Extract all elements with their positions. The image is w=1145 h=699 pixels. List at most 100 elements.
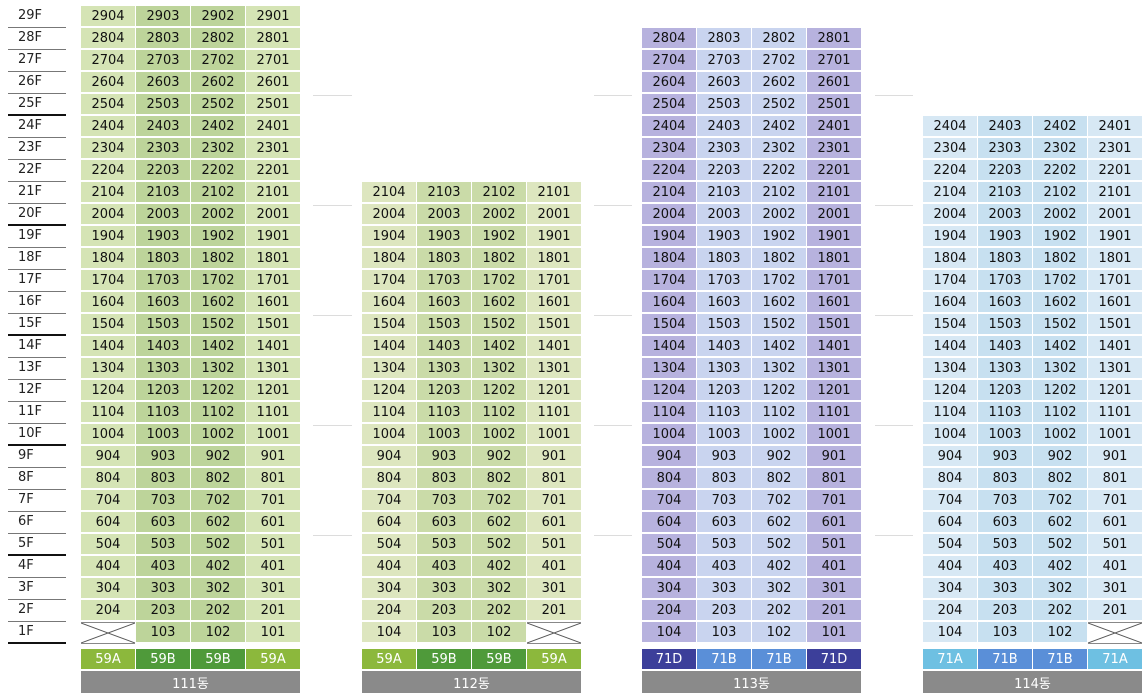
unit-cell[interactable]: 2002: [1033, 204, 1087, 224]
unit-cell[interactable]: 2203: [978, 160, 1032, 180]
unit-cell[interactable]: 1703: [978, 270, 1032, 290]
unit-cell[interactable]: 1504: [642, 314, 696, 334]
unit-cell[interactable]: 603: [978, 512, 1032, 532]
unit-cell[interactable]: 2504: [81, 94, 135, 114]
unit-cell[interactable]: 1504: [81, 314, 135, 334]
unit-cell[interactable]: 1703: [697, 270, 751, 290]
unit-cell[interactable]: 2001: [1088, 204, 1142, 224]
unit-cell[interactable]: 2502: [191, 94, 245, 114]
unit-cell[interactable]: 602: [191, 512, 245, 532]
unit-cell[interactable]: 1102: [191, 402, 245, 422]
unit-cell[interactable]: 1602: [752, 292, 806, 312]
unit-cell[interactable]: 601: [807, 512, 861, 532]
unit-cell[interactable]: 1702: [1033, 270, 1087, 290]
unit-cell[interactable]: 1002: [191, 424, 245, 444]
unit-cell[interactable]: 2801: [246, 28, 300, 48]
unit-cell[interactable]: 1201: [246, 380, 300, 400]
unit-cell[interactable]: 1604: [81, 292, 135, 312]
unit-cell[interactable]: 103: [697, 622, 751, 642]
unit-cell[interactable]: 1904: [642, 226, 696, 246]
unit-cell[interactable]: 902: [472, 446, 526, 466]
unit-cell[interactable]: 1103: [978, 402, 1032, 422]
unit-cell[interactable]: 702: [752, 490, 806, 510]
unit-cell[interactable]: 1001: [246, 424, 300, 444]
unit-cell[interactable]: 403: [978, 556, 1032, 576]
unit-cell[interactable]: 2701: [246, 50, 300, 70]
unit-cell[interactable]: 1704: [642, 270, 696, 290]
unit-cell[interactable]: 1902: [752, 226, 806, 246]
unit-cell[interactable]: 2401: [807, 116, 861, 136]
unit-cell[interactable]: 302: [752, 578, 806, 598]
unit-cell[interactable]: 202: [1033, 600, 1087, 620]
unit-cell[interactable]: 1704: [81, 270, 135, 290]
unit-cell[interactable]: 2201: [807, 160, 861, 180]
unit-cell[interactable]: 801: [1088, 468, 1142, 488]
unit-cell[interactable]: 2803: [136, 28, 190, 48]
unit-cell[interactable]: 1701: [1088, 270, 1142, 290]
unit-cell[interactable]: 703: [417, 490, 471, 510]
unit-cell[interactable]: 2602: [752, 72, 806, 92]
unit-cell[interactable]: 603: [697, 512, 751, 532]
unit-cell[interactable]: 1803: [417, 248, 471, 268]
unit-cell[interactable]: 803: [978, 468, 1032, 488]
unit-cell[interactable]: 1302: [472, 358, 526, 378]
unit-cell[interactable]: 1603: [417, 292, 471, 312]
unit-cell[interactable]: 901: [1088, 446, 1142, 466]
unit-cell[interactable]: 2002: [191, 204, 245, 224]
unit-cell[interactable]: 501: [1088, 534, 1142, 554]
unit-cell[interactable]: 601: [1088, 512, 1142, 532]
unit-cell[interactable]: 1502: [752, 314, 806, 334]
unit-cell[interactable]: 2102: [752, 182, 806, 202]
unit-cell[interactable]: 203: [136, 600, 190, 620]
unit-cell[interactable]: 901: [527, 446, 581, 466]
unit-cell[interactable]: 2402: [1033, 116, 1087, 136]
unit-cell[interactable]: 604: [362, 512, 416, 532]
unit-cell[interactable]: 604: [642, 512, 696, 532]
unit-cell[interactable]: 504: [362, 534, 416, 554]
unit-cell[interactable]: 2102: [472, 182, 526, 202]
unit-cell[interactable]: 401: [807, 556, 861, 576]
unit-cell[interactable]: 903: [136, 446, 190, 466]
unit-cell[interactable]: 1204: [642, 380, 696, 400]
unit-cell[interactable]: 2102: [1033, 182, 1087, 202]
unit-cell[interactable]: 1103: [417, 402, 471, 422]
unit-cell[interactable]: 701: [1088, 490, 1142, 510]
unit-cell[interactable]: 2103: [978, 182, 1032, 202]
unit-cell[interactable]: 403: [136, 556, 190, 576]
unit-cell[interactable]: 101: [246, 622, 300, 642]
unit-cell[interactable]: 301: [807, 578, 861, 598]
unit-cell[interactable]: 804: [923, 468, 977, 488]
unit-cell[interactable]: 801: [246, 468, 300, 488]
unit-cell[interactable]: 2001: [246, 204, 300, 224]
unit-cell[interactable]: 2303: [136, 138, 190, 158]
unit-cell[interactable]: 903: [697, 446, 751, 466]
unit-cell[interactable]: 1003: [978, 424, 1032, 444]
unit-cell[interactable]: 1602: [191, 292, 245, 312]
unit-cell[interactable]: 1404: [923, 336, 977, 356]
unit-cell[interactable]: 2002: [472, 204, 526, 224]
unit-cell[interactable]: 1601: [807, 292, 861, 312]
unit-cell[interactable]: 2704: [642, 50, 696, 70]
unit-cell[interactable]: 1302: [191, 358, 245, 378]
unit-cell[interactable]: 1104: [362, 402, 416, 422]
unit-cell[interactable]: 1701: [246, 270, 300, 290]
unit-cell[interactable]: 1503: [136, 314, 190, 334]
unit-cell[interactable]: 2401: [246, 116, 300, 136]
unit-cell[interactable]: 803: [697, 468, 751, 488]
unit-cell[interactable]: 2303: [978, 138, 1032, 158]
unit-cell[interactable]: 1802: [1033, 248, 1087, 268]
unit-cell[interactable]: 2804: [81, 28, 135, 48]
unit-cell[interactable]: 602: [472, 512, 526, 532]
unit-cell[interactable]: 101: [807, 622, 861, 642]
unit-cell[interactable]: 1401: [527, 336, 581, 356]
unit-cell[interactable]: 1602: [1033, 292, 1087, 312]
unit-cell[interactable]: 1703: [417, 270, 471, 290]
unit-cell[interactable]: 1102: [752, 402, 806, 422]
unit-cell[interactable]: 1002: [752, 424, 806, 444]
unit-cell[interactable]: 2104: [362, 182, 416, 202]
unit-cell[interactable]: 902: [1033, 446, 1087, 466]
unit-cell[interactable]: 304: [362, 578, 416, 598]
unit-cell[interactable]: 1701: [807, 270, 861, 290]
unit-cell[interactable]: 2204: [923, 160, 977, 180]
unit-cell[interactable]: 2002: [752, 204, 806, 224]
